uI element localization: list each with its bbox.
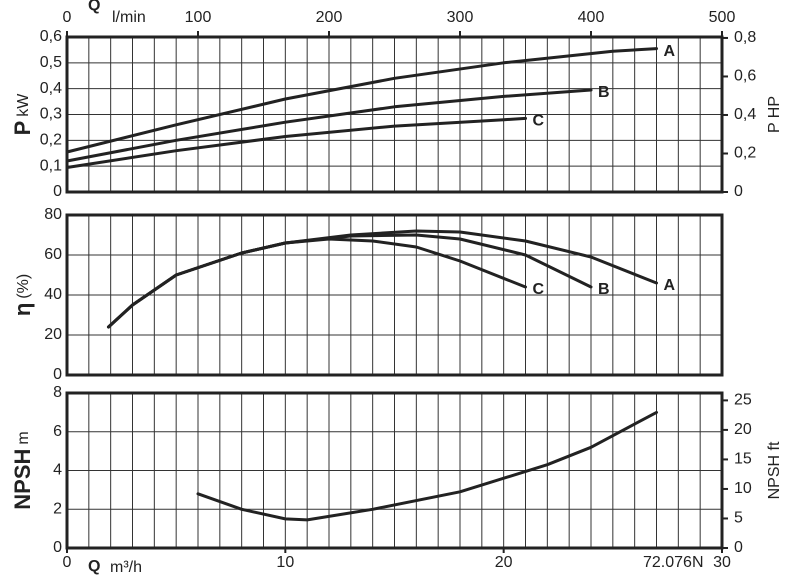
y2-axis-label: P HP <box>766 96 783 133</box>
y-axis-title: η <box>10 303 35 316</box>
plot-frame <box>65 213 724 377</box>
x2-tick-label: 400 <box>578 9 605 26</box>
y-axis-title: NPSH <box>10 449 35 510</box>
curve <box>107 233 593 329</box>
y-tick-label: 2 <box>53 500 62 517</box>
y2-tick-label: 0 <box>734 539 743 556</box>
y-axis-unit: (%) <box>15 274 32 299</box>
y-tick-label: 0 <box>53 366 62 383</box>
curve-label: B <box>598 84 610 101</box>
annotation: 72.076N <box>643 554 704 571</box>
y2-tick-label: 0,4 <box>734 106 756 123</box>
x-tick-label: 0 <box>63 554 72 571</box>
curve-label: B <box>598 281 610 298</box>
y-tick-label: 20 <box>44 326 62 343</box>
y-axis-label: NPSH m <box>10 431 35 509</box>
y2-tick-label: 5 <box>734 510 743 527</box>
plot-frame <box>65 391 724 550</box>
y-tick-label: 60 <box>44 246 62 263</box>
x-tick-label: 10 <box>276 554 294 571</box>
curve-label: A <box>664 43 676 60</box>
y-axis-title: P <box>10 121 35 136</box>
y2-tick-label: 0,6 <box>734 68 756 85</box>
y2-tick-label: 20 <box>734 421 752 438</box>
x2-tick-label: 500 <box>709 9 736 26</box>
y-tick-label: 0 <box>53 183 62 200</box>
curve <box>65 88 593 163</box>
y2-tick-label: 25 <box>734 392 752 409</box>
curve <box>65 47 658 154</box>
curve-label: C <box>533 113 545 130</box>
y2-tick-label: 15 <box>734 451 752 468</box>
x-axis-label: Q <box>88 558 100 575</box>
curve <box>196 410 658 522</box>
y-tick-label: 0,2 <box>40 132 62 149</box>
x2-axis-label: Q <box>88 0 100 14</box>
y-axis-unit: m <box>15 431 32 444</box>
curve-label: C <box>533 281 545 298</box>
y-tick-label: 80 <box>44 206 62 223</box>
curve-label: A <box>664 277 676 294</box>
curve <box>107 237 527 329</box>
x-tick-label: 20 <box>495 554 513 571</box>
x2-tick-label: 100 <box>185 9 212 26</box>
y-tick-label: 6 <box>53 423 62 440</box>
y2-axis-label: NPSH ft <box>766 441 783 499</box>
x-axis-unit: m³/h <box>110 559 142 576</box>
y2-tick-label: 0 <box>734 183 743 200</box>
y-axis-unit: kW <box>15 93 32 117</box>
x-tick-label: 30 <box>713 554 731 571</box>
y-tick-label: 0,5 <box>40 54 62 71</box>
y-tick-label: 0,4 <box>40 80 62 97</box>
x2-axis-unit: l/min <box>112 9 146 26</box>
y2-tick-label: 0,2 <box>734 145 756 162</box>
x2-tick-label: 0 <box>63 9 72 26</box>
x2-tick-label: 200 <box>316 9 343 26</box>
curve <box>65 116 527 169</box>
y-tick-label: 4 <box>53 462 62 479</box>
y2-tick-label: 10 <box>734 480 752 497</box>
y-tick-label: 40 <box>44 286 62 303</box>
y-axis-label: PkW <box>10 93 35 136</box>
y-tick-label: 0,1 <box>40 157 62 174</box>
y-tick-label: 8 <box>53 384 62 401</box>
plot-frame <box>65 35 724 194</box>
y-tick-label: 0 <box>53 539 62 556</box>
y-tick-label: 0,6 <box>40 28 62 45</box>
y-axis-label: η (%) <box>10 274 35 316</box>
x2-tick-label: 300 <box>447 9 474 26</box>
y2-tick-label: 0,8 <box>734 29 756 46</box>
y-tick-label: 0,3 <box>40 106 62 123</box>
